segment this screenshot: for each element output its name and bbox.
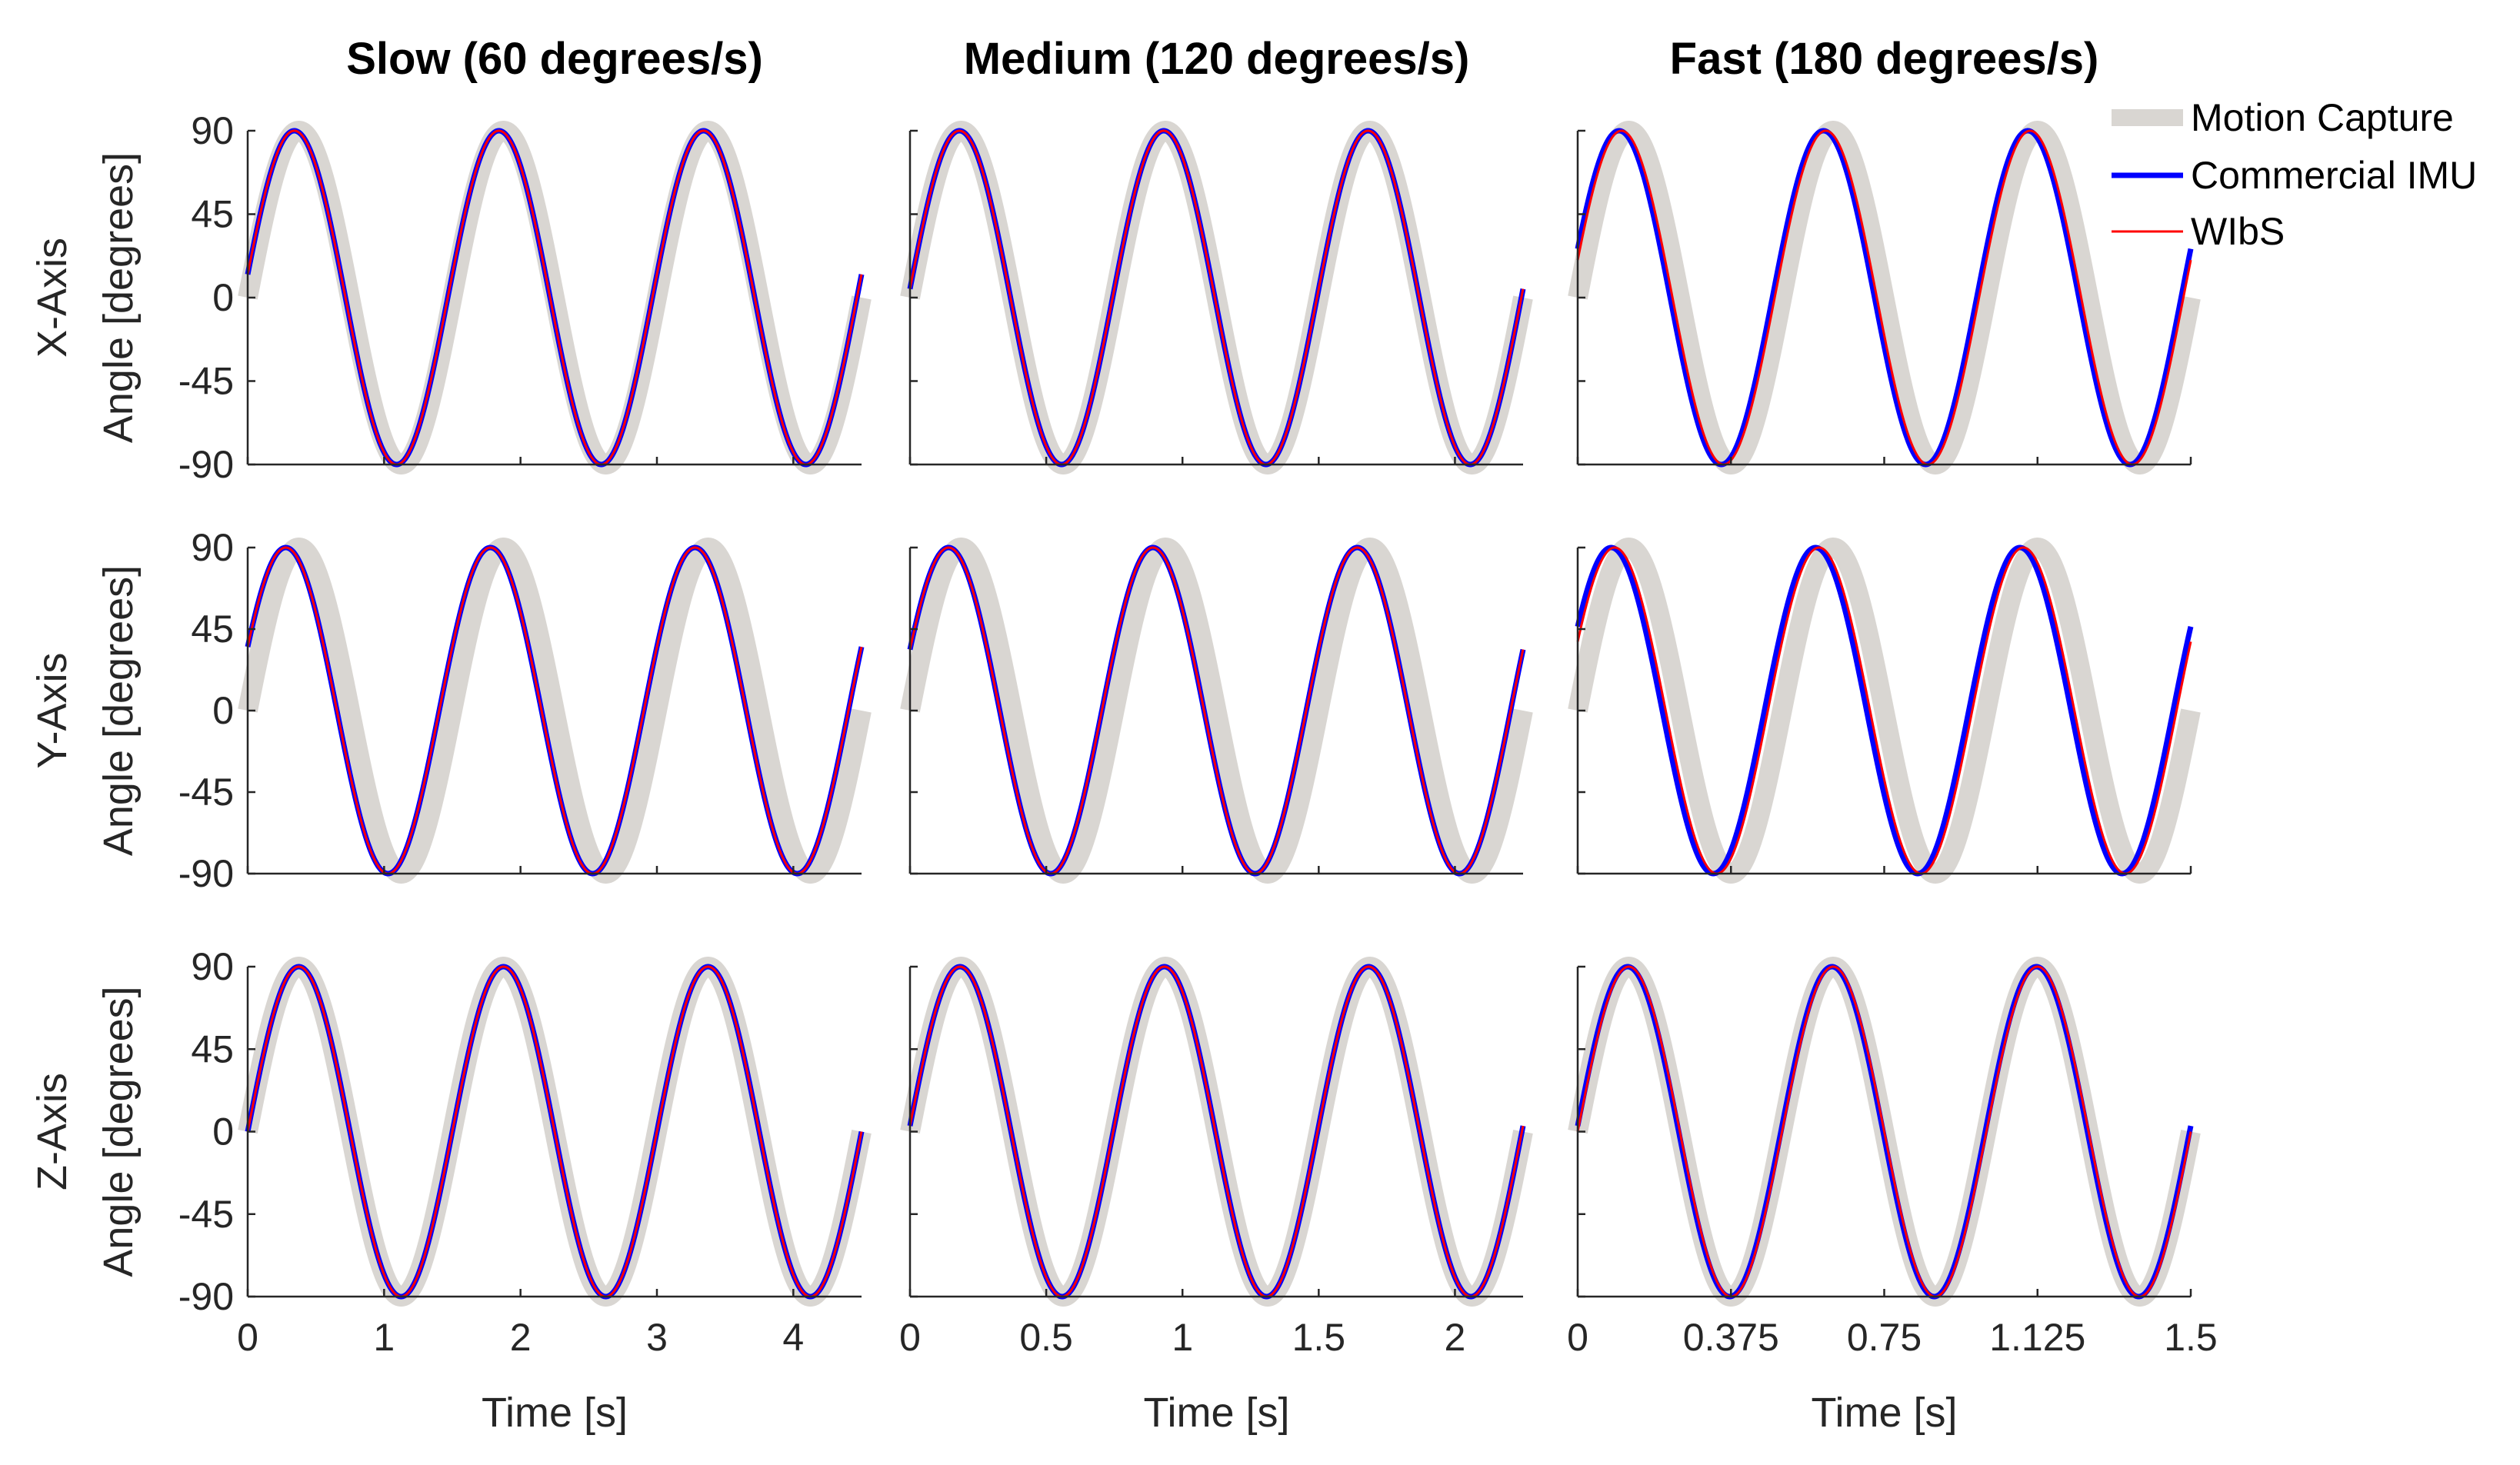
series-line xyxy=(1576,546,2192,875)
x-tick-label: 1 xyxy=(373,1316,395,1359)
legend: Motion Capture Commercial IMU WIbS xyxy=(2112,96,2477,253)
series-line xyxy=(238,538,872,884)
y-axis-label: Angle [degrees] xyxy=(95,152,142,443)
y-tick-label: 0 xyxy=(212,1110,234,1154)
column-title: Medium (120 degrees/s) xyxy=(964,34,1470,84)
x-tick-label: 1.5 xyxy=(2164,1316,2218,1359)
x-tick-label: 2 xyxy=(1445,1316,1466,1359)
series-line xyxy=(246,546,863,875)
y-axis-label: Angle [degrees] xyxy=(95,986,142,1277)
series-line xyxy=(1575,544,2194,877)
x-tick-label: 0.5 xyxy=(1019,1316,1073,1359)
legend-entry: Motion Capture xyxy=(2191,96,2454,139)
column-title: Slow (60 degrees/s) xyxy=(346,34,763,84)
series-line xyxy=(1568,121,2201,474)
y-tick-label: -45 xyxy=(178,771,234,814)
y-tick-label: 90 xyxy=(191,109,234,152)
x-axis-label: Time [s] xyxy=(1143,1390,1289,1436)
series-line xyxy=(908,546,1525,875)
series-line xyxy=(908,129,1525,466)
y-tick-label: 90 xyxy=(191,945,234,988)
series-line xyxy=(1575,128,2194,468)
series-line xyxy=(1568,538,2201,884)
x-tick-label: 0 xyxy=(237,1316,258,1359)
panel: 0 0.5 1 1.5 2 Time [s] xyxy=(899,957,1533,1436)
x-tick-label: 3 xyxy=(646,1316,668,1359)
legend-entry: WIbS xyxy=(2191,210,2285,253)
x-tick-label: 0.375 xyxy=(1683,1316,1779,1359)
y-tick-label: 45 xyxy=(191,608,234,651)
y-tick-label: -90 xyxy=(178,852,234,895)
panel-grid: 90 45 0 -45 -90 X-Axis Angle [degrees] 90 45 0 -45… xyxy=(29,109,2218,1436)
column-title: Fast (180 degrees/s) xyxy=(1670,34,2099,84)
y-tick-label: -90 xyxy=(178,1275,234,1318)
row-label: X-Axis xyxy=(29,238,75,358)
series-line xyxy=(1576,129,2192,466)
x-tick-label: 4 xyxy=(782,1316,804,1359)
y-tick-label: -45 xyxy=(178,360,234,403)
panel xyxy=(1568,538,2201,884)
x-axis-label: Time [s] xyxy=(1811,1390,1957,1436)
y-tick-label: -45 xyxy=(178,1193,234,1236)
panel: 0 0.375 0.75 1.125 1.5 Time [s] xyxy=(1567,957,2218,1436)
panel: 90 45 0 -45 -90 Y-Axis Angle [degrees] xyxy=(29,526,872,895)
x-tick-label: 1.125 xyxy=(1989,1316,2085,1359)
row-label: Y-Axis xyxy=(29,652,75,768)
legend-entry: Commercial IMU xyxy=(2191,154,2477,197)
y-tick-label: 90 xyxy=(191,526,234,569)
x-tick-label: 0 xyxy=(1567,1316,1588,1359)
y-tick-label: 45 xyxy=(191,193,234,236)
series-line xyxy=(238,121,872,474)
x-tick-label: 0.75 xyxy=(1847,1316,1922,1359)
series-line xyxy=(907,128,1526,468)
column-titles: Slow (60 degrees/s) Medium (120 degrees/s… xyxy=(346,34,2098,84)
series-line xyxy=(246,965,863,1298)
x-tick-label: 0 xyxy=(899,1316,921,1359)
x-tick-label: 1.5 xyxy=(1292,1316,1346,1359)
series-line xyxy=(1576,965,2192,1298)
y-tick-label: 0 xyxy=(212,276,234,319)
x-tick-label: 1 xyxy=(1172,1316,1193,1359)
series-line xyxy=(908,965,1525,1298)
y-axis-label: Angle [degrees] xyxy=(95,565,142,856)
panel xyxy=(900,121,1533,474)
row-label: Z-Axis xyxy=(29,1073,75,1190)
y-tick-label: 0 xyxy=(212,689,234,732)
panel: 90 45 0 -45 -90 X-Axis Angle [degrees] xyxy=(29,109,872,486)
panel xyxy=(900,538,1533,884)
series-line xyxy=(900,538,1533,884)
y-tick-label: -90 xyxy=(178,443,234,486)
y-tick-label: 45 xyxy=(191,1027,234,1070)
x-axis-label: Time [s] xyxy=(482,1390,628,1436)
x-tick-label: 2 xyxy=(510,1316,532,1359)
series-line xyxy=(246,129,863,466)
panel xyxy=(1568,121,2201,474)
